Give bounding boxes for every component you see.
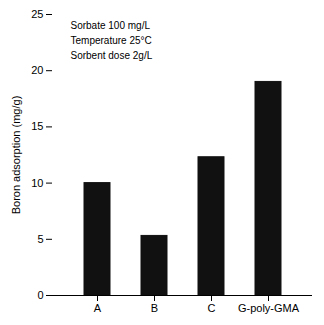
svg-text:Boron adsorption (mg/g): Boron adsorption (mg/g)	[10, 96, 22, 215]
svg-text:B: B	[151, 302, 158, 314]
svg-text:C: C	[208, 302, 216, 314]
svg-text:G-poly-GMA: G-poly-GMA	[238, 302, 300, 314]
svg-text:5: 5	[37, 233, 43, 245]
svg-text:Sorbate 100 mg/LTemperature 25: Sorbate 100 mg/LTemperature 25°CSorbent …	[71, 20, 153, 61]
svg-text:0: 0	[37, 289, 43, 301]
svg-text:20: 20	[31, 64, 43, 76]
svg-text:25: 25	[31, 8, 43, 20]
svg-text:10: 10	[31, 177, 43, 189]
svg-text:15: 15	[31, 120, 43, 132]
svg-text:A: A	[94, 302, 102, 314]
